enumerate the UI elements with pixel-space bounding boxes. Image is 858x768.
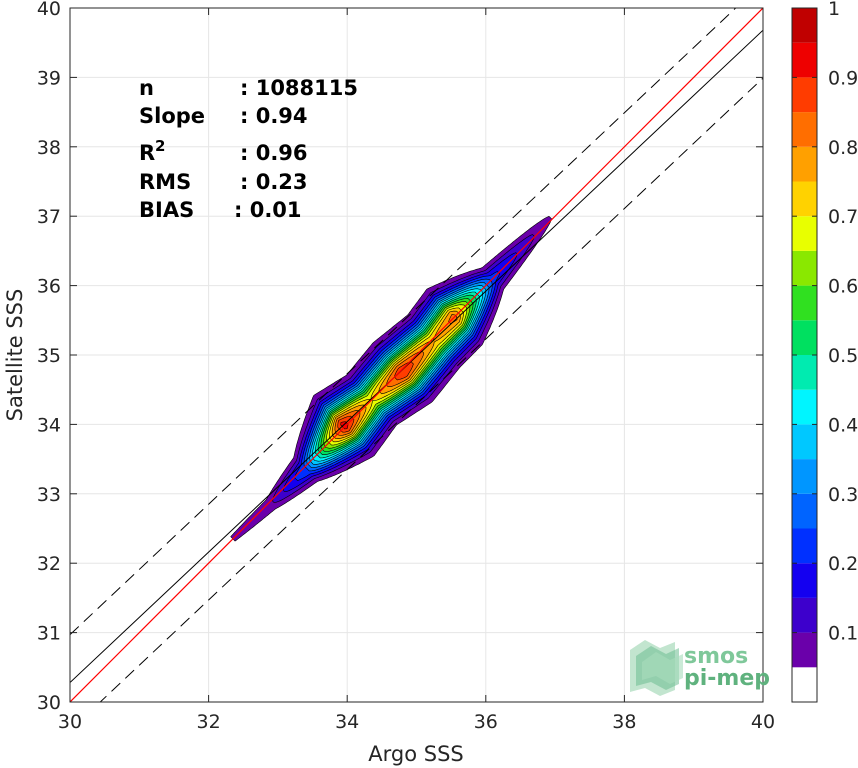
colorbar-swatch (792, 77, 817, 113)
stat-label: n (139, 76, 154, 100)
colorbar-tick-label: 0.4 (828, 414, 858, 436)
reference-lines (70, 8, 763, 702)
colorbar-swatch (792, 424, 817, 460)
stat-superscript: 2 (155, 137, 165, 155)
y-tick-label: 35 (37, 345, 61, 367)
colorbar-tick-label: 1 (828, 0, 840, 20)
stat-label: R (139, 141, 155, 165)
fit-lower-band-line (99, 77, 763, 702)
stat-value: : 0.96 (240, 141, 308, 165)
y-tick-label: 39 (37, 67, 61, 89)
fit-line (70, 29, 763, 683)
y-tick-label: 34 (37, 414, 61, 436)
y-axis-title: Satellite SSS (3, 289, 27, 422)
identity-line (70, 8, 763, 702)
stats-box: n : 1088115 Slope : 0.94 R 2 : 0.96 RMS : 0.23 BI… (139, 76, 358, 222)
colorbar-swatch (792, 528, 817, 564)
stat-value: : 0.94 (240, 104, 308, 128)
colorbar-tick-label: 0.8 (828, 137, 858, 159)
colorbar-swatch (792, 459, 817, 494)
stat-label: BIAS (139, 198, 194, 222)
colorbar-swatch (792, 493, 817, 529)
colorbar-swatch (792, 389, 817, 425)
y-tick-label: 30 (37, 692, 61, 714)
colorbar-swatch (792, 250, 817, 286)
y-tick-label: 36 (37, 276, 61, 298)
colorbar-swatch (792, 181, 817, 217)
colorbar-tick-label: 0.1 (828, 623, 858, 645)
colorbar-swatch (792, 320, 817, 355)
y-tick-label: 33 (37, 484, 61, 506)
stat-value: : 1088115 (240, 76, 358, 100)
colorbar-tick-label: 0.3 (828, 484, 858, 506)
fit-upper-band-line (70, 8, 737, 636)
colorbar-swatch (792, 285, 817, 321)
axis-ticks (69, 7, 764, 703)
colorbar-swatch (792, 667, 817, 702)
colorbar-swatch (792, 42, 817, 78)
x-tick-label: 38 (612, 711, 636, 733)
stat-value: : 0.23 (240, 170, 308, 194)
stat-value: : 0.01 (234, 198, 302, 222)
colorbar (791, 7, 818, 703)
colorbar-tick-label: 0.9 (828, 67, 858, 89)
x-tick-label: 36 (474, 711, 498, 733)
smos-pi-mep-logo: smos pi-mep (630, 640, 770, 696)
y-tick-label: 32 (37, 553, 61, 575)
stat-label: RMS (139, 170, 191, 194)
colorbar-tick-label: 0.2 (828, 553, 858, 575)
colorbar-swatch (792, 632, 817, 668)
colorbar-swatch (792, 8, 817, 43)
y-tick-label: 31 (37, 623, 61, 645)
x-tick-label: 40 (751, 711, 775, 733)
x-tick-label: 32 (197, 711, 221, 733)
colorbar-swatch (792, 146, 817, 182)
colorbar-swatch (792, 355, 817, 390)
tick-labels: 30 32 34 36 38 40 30 31 32 33 34 35 36 37 38 39 40 (37, 0, 775, 733)
colorbar-swatch (792, 563, 817, 598)
logo-text-smos: smos (684, 644, 748, 669)
waveform-logo-icon (630, 640, 683, 696)
x-tick-label: 34 (335, 711, 359, 733)
density-band (394, 361, 414, 381)
y-tick-label: 37 (37, 206, 61, 228)
colorbar-swatch (792, 112, 817, 147)
colorbar-tick-label: 0.5 (828, 345, 858, 367)
colorbar-tick-label: 0.6 (828, 276, 858, 298)
colorbar-swatch (792, 216, 817, 251)
colorbar-swatch (792, 597, 817, 633)
colorbar-tick-label: 0.7 (828, 206, 858, 228)
colorbar-labels: 0.1 0.2 0.3 0.4 0.5 0.6 0.7 0.8 0.9 1 (828, 0, 858, 645)
y-tick-label: 38 (37, 137, 61, 159)
stat-label: Slope (139, 104, 205, 128)
y-tick-label: 40 (37, 0, 61, 20)
grid-lines (69, 7, 764, 703)
x-axis-title: Argo SSS (368, 742, 463, 766)
logo-text-pi-mep: pi-mep (684, 666, 770, 691)
x-tick-label: 30 (58, 711, 82, 733)
